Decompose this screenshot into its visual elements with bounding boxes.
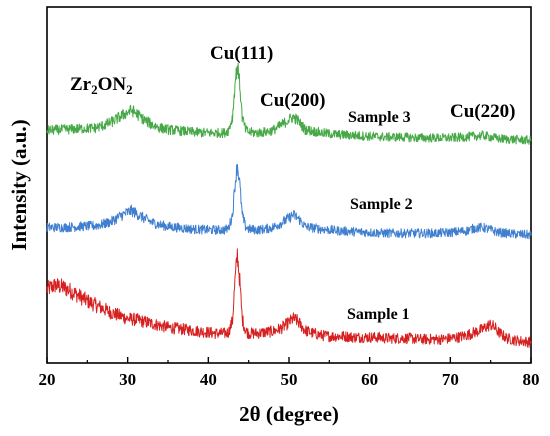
x-tick-label: 20 <box>39 370 56 389</box>
annotations: Zr2ON2 Cu(111) Cu(200) Cu(220) Sample 3 Sampl… <box>70 43 515 323</box>
series-label-sample2: Sample 2 <box>350 196 413 213</box>
x-axis-ticks: 20 30 40 50 60 70 80 <box>39 357 540 389</box>
series-label-sample1: Sample 1 <box>347 306 410 323</box>
series-line-sample-1 <box>46 248 532 348</box>
x-tick-label: 70 <box>442 370 459 389</box>
y-axis-title: Intensity (a.u.) <box>7 119 31 250</box>
x-tick-label: 80 <box>523 370 540 389</box>
series-layer <box>46 62 532 348</box>
phase-label-cu220: Cu(220) <box>450 101 515 122</box>
x-tick-label: 50 <box>281 370 298 389</box>
phase-label-cu111: Cu(111) <box>210 43 273 64</box>
phase-label-cu200: Cu(200) <box>260 90 325 111</box>
phase-label-zr2on2: Zr2ON2 <box>70 74 133 97</box>
x-tick-label: 60 <box>361 370 378 389</box>
x-tick-label: 40 <box>200 370 217 389</box>
series-label-sample3: Sample 3 <box>348 109 411 126</box>
x-tick-label: 30 <box>119 370 136 389</box>
x-axis-title: 2θ (degree) <box>239 402 339 426</box>
series-line-sample-2 <box>46 163 532 240</box>
series-line-sample-3 <box>46 62 532 145</box>
